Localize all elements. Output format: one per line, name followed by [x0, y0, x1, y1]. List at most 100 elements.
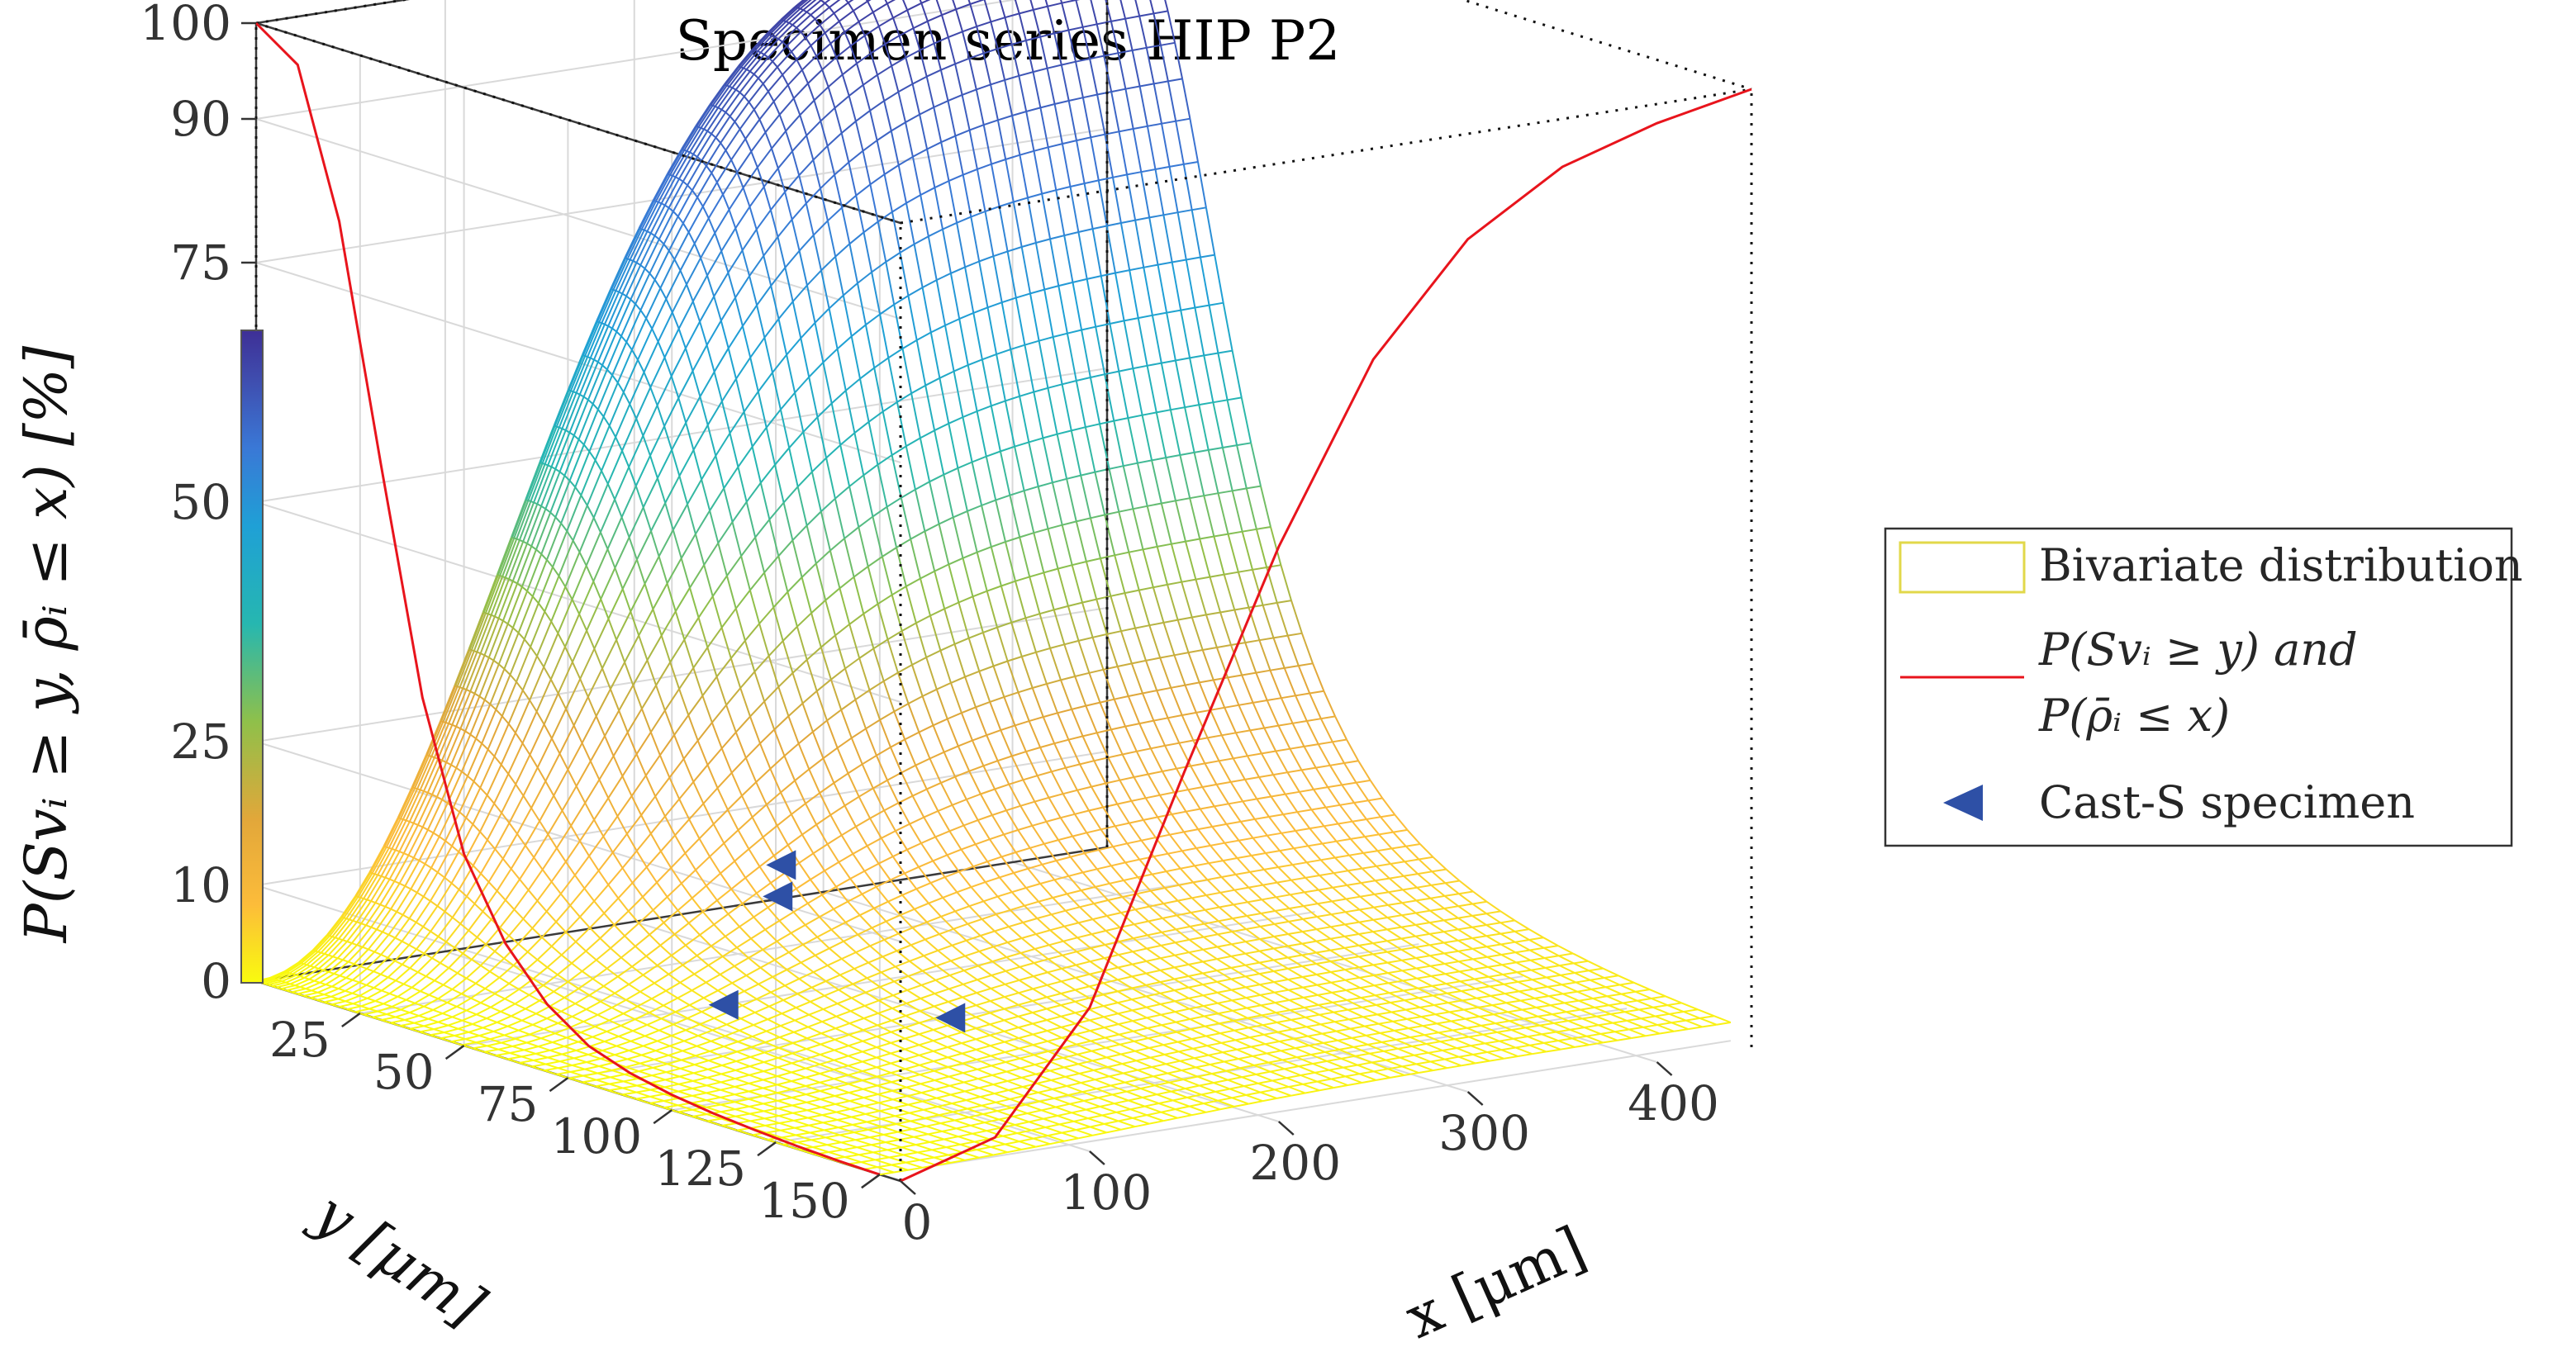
surface-mesh-line [297, 989, 312, 995]
surface-mesh-line [447, 1002, 458, 1008]
surface-mesh-line [594, 425, 611, 461]
surface-mesh-line [1305, 1013, 1320, 1018]
surface-mesh-line [608, 1089, 623, 1096]
surface-mesh-line [738, 1036, 753, 1043]
surface-mesh-line [440, 1035, 455, 1040]
surface-mesh-line [516, 681, 524, 691]
surface-mesh-line [820, 1103, 836, 1108]
surface-mesh-line [684, 837, 701, 854]
surface-mesh-line [897, 794, 914, 804]
surface-mesh-line [806, 187, 821, 204]
surface-mesh-line [681, 1059, 695, 1066]
surface-mesh-line [310, 997, 317, 1001]
surface-mesh-line [1493, 1011, 1509, 1016]
surface-mesh-line [1290, 745, 1305, 750]
surface-mesh-line [507, 623, 514, 628]
surface-mesh-line [934, 563, 949, 572]
surface-mesh-line [518, 1029, 530, 1036]
surface-mesh-line [568, 396, 585, 434]
surface-mesh-line [494, 993, 506, 1000]
surface-mesh-line [844, 1154, 859, 1158]
surface-mesh-line [892, 1095, 908, 1101]
surface-mesh-line [587, 696, 597, 717]
surface-mesh-line [825, 980, 839, 991]
surface-mesh-line [505, 576, 510, 581]
surface-mesh-line [947, 1052, 962, 1059]
surface-mesh-line [317, 991, 325, 996]
surface-mesh-line [838, 1126, 854, 1134]
surface-mesh-line [820, 1098, 836, 1105]
surface-mesh-line [863, 1012, 879, 1019]
surface-mesh-line [1511, 1027, 1526, 1032]
surface-mesh-line [595, 688, 611, 717]
surface-mesh-line [681, 126, 697, 150]
surface-mesh-line [737, 816, 753, 831]
surface-mesh-line [878, 994, 894, 1002]
surface-mesh-line [820, 1086, 835, 1092]
surface-mesh-line [862, 140, 878, 152]
surface-mesh-line [810, 986, 825, 997]
surface-mesh-line [475, 982, 486, 989]
surface-mesh-line [1552, 1011, 1566, 1016]
surface-mesh-line [821, 1111, 837, 1117]
surface-mesh-line [601, 1045, 617, 1051]
surface-mesh-line [981, 353, 997, 361]
surface-mesh-line [706, 764, 719, 789]
surface-mesh-line [1075, 1129, 1093, 1136]
surface-mesh-line [515, 754, 531, 785]
surface-mesh-line [674, 818, 690, 837]
surface-mesh-line [501, 681, 517, 717]
surface-mesh-line [1098, 846, 1114, 851]
surface-mesh-line [901, 888, 917, 896]
surface-mesh-line [671, 1029, 687, 1037]
surface-mesh-line [975, 1034, 991, 1041]
surface-mesh-line [1617, 1037, 1632, 1041]
surface-mesh-line [1376, 1076, 1390, 1081]
surface-mesh-line [940, 1119, 955, 1125]
surface-mesh-line [749, 700, 765, 718]
surface-mesh-line [416, 788, 421, 791]
surface-mesh-line [709, 856, 721, 875]
surface-mesh-line [593, 819, 605, 837]
surface-mesh-line [1020, 948, 1035, 954]
surface-mesh-line [826, 1141, 842, 1146]
surface-mesh-line [762, 66, 778, 85]
surface-mesh-line [905, 1068, 920, 1076]
surface-mesh-line [579, 900, 595, 918]
surface-mesh-line [991, 983, 1005, 989]
surface-mesh-line [1004, 1037, 1019, 1043]
surface-mesh-line [1065, 763, 1081, 769]
surface-mesh-line [950, 955, 966, 962]
surface-mesh-line [964, 670, 980, 678]
surface-mesh-line [784, 984, 798, 995]
surface-mesh-line [469, 733, 477, 740]
surface-mesh-line [354, 1008, 370, 1013]
surface-mesh-line [711, 1029, 726, 1037]
surface-mesh-line [663, 216, 679, 245]
surface-mesh-line [582, 361, 599, 397]
surface-mesh-line [652, 173, 668, 202]
surface-mesh-line [1366, 816, 1381, 820]
surface-mesh-line [901, 488, 916, 499]
surface-mesh-line [1049, 1140, 1065, 1145]
surface-mesh-line [1218, 490, 1233, 495]
surface-mesh-line [664, 475, 681, 504]
surface-mesh-line [1247, 1014, 1262, 1019]
surface-mesh-line [671, 944, 687, 956]
surface-mesh-line [942, 891, 958, 899]
surface-mesh-line [777, 301, 794, 320]
surface-mesh-line [847, 893, 863, 903]
surface-mesh-line [820, 1032, 835, 1041]
surface-mesh-line [635, 1098, 650, 1104]
surface-mesh-line [346, 1005, 362, 1011]
surface-mesh-line [734, 965, 747, 976]
surface-mesh-line [1238, 837, 1253, 842]
surface-mesh-line [444, 889, 460, 913]
surface-mesh-line [841, 826, 857, 837]
surface-mesh-line [471, 943, 487, 960]
surface-mesh-line [1012, 1115, 1030, 1123]
surface-mesh-line [1345, 1073, 1360, 1078]
surface-mesh-line [917, 1149, 933, 1154]
surface-mesh-line [456, 997, 472, 1008]
surface-mesh-line [1419, 856, 1433, 861]
